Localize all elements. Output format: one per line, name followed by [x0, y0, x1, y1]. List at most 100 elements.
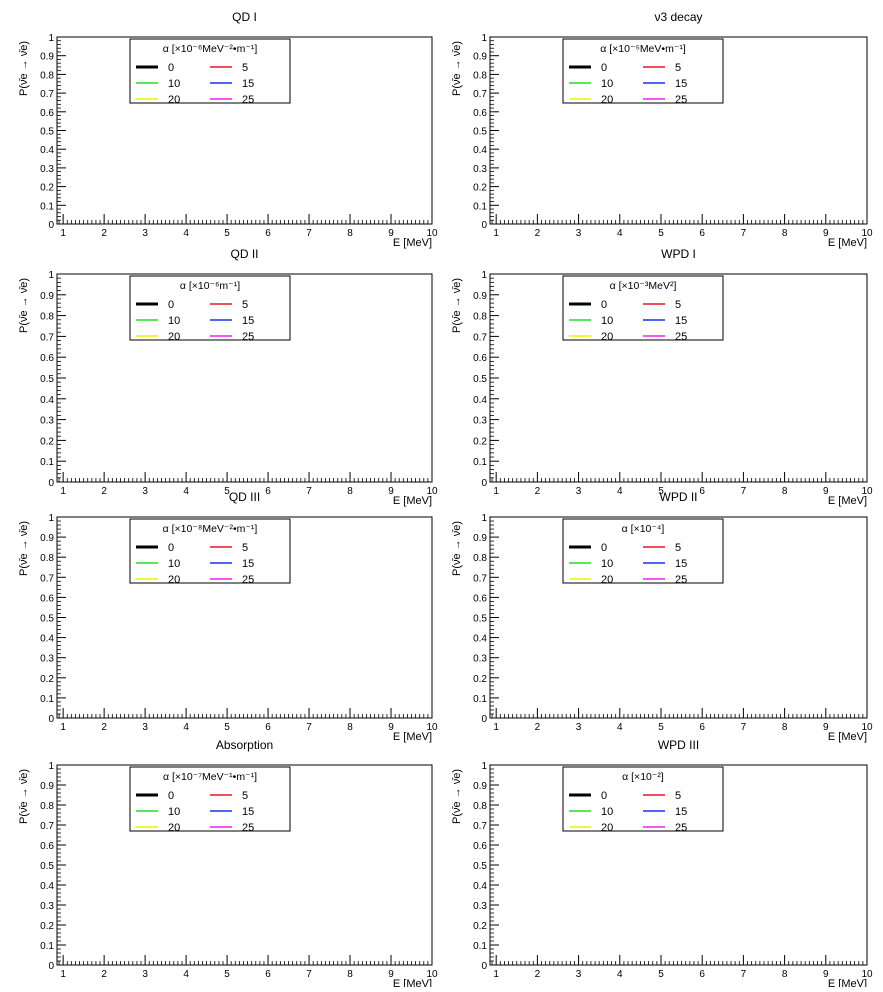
y-tick-label: 0.3: [473, 164, 487, 175]
x-axis-label: E [MeV]: [828, 978, 867, 987]
legend-label: 0: [168, 790, 174, 802]
chart-panel-nu3: ν3 decay 0 0.1 0.2 0.3 0.4 0.5 0.6 0.7 0.8 0.9 1 1 2 3…: [451, 10, 873, 249]
y-tick-label: 0.2: [40, 436, 54, 447]
y-tick-label: 1: [48, 513, 54, 524]
x-tick-label: 1: [60, 228, 66, 239]
x-axis-label: E [MeV]: [828, 731, 867, 743]
y-tick-label: 0.2: [473, 921, 487, 932]
y-tick-label: 0.8: [40, 312, 54, 323]
y-tick-label: 0.9: [40, 291, 54, 302]
x-tick-label: 7: [306, 722, 312, 733]
x-tick-label: 7: [741, 969, 747, 980]
x-tick-label: 7: [306, 969, 312, 980]
y-axis-label: P(ν̄e → ν̄e): [18, 521, 30, 576]
y-tick-label: 0.5: [40, 374, 54, 385]
y-tick-label: 0.6: [473, 841, 487, 852]
y-tick-label: 0: [481, 714, 487, 725]
x-tick-label: 5: [658, 722, 664, 733]
y-tick-label: 0: [48, 961, 54, 972]
x-tick-label: 6: [265, 486, 271, 497]
legend-label: 25: [242, 574, 254, 586]
legend: α [×10⁻⁶MeV⁻²•m⁻¹] 0 5 10 15 20 25: [129, 38, 291, 106]
legend-label: 25: [242, 331, 254, 343]
legend-box: [562, 38, 724, 104]
x-axis-label: E [MeV]: [828, 237, 867, 249]
x-tick-label: 1: [60, 969, 66, 980]
y-tick-label: 0.7: [473, 332, 487, 343]
y-tick-label: 1: [481, 33, 487, 44]
x-tick-label: 4: [183, 969, 189, 980]
x-axis-label: E [MeV]: [393, 237, 432, 249]
legend-label: 0: [601, 790, 607, 802]
legend-label: 15: [675, 78, 687, 90]
chart-panel-qd3: QD III 0 0.1 0.2 0.3 0.4 0.5 0.6 0.7 0.8 0.9 1 1 2 3 4 5…: [18, 490, 438, 743]
y-tick-label: 0.5: [40, 614, 54, 625]
x-tick-label: 3: [576, 969, 582, 980]
legend-label: 0: [168, 299, 174, 311]
y-tick-label: 0.9: [40, 533, 54, 544]
x-tick-label: 1: [60, 722, 66, 733]
y-tick-label: 0.3: [473, 416, 487, 427]
x-tick-label: 8: [347, 722, 353, 733]
legend-title: α [×10⁻³MeV²]: [610, 280, 677, 292]
legend-label: 10: [601, 78, 613, 90]
x-tick-label: 10: [861, 486, 873, 497]
x-tick-label: 1: [493, 969, 499, 980]
y-axis-label: P(ν̄e → ν̄e): [451, 521, 463, 576]
x-tick-label: 8: [347, 486, 353, 497]
legend-box: [129, 275, 291, 341]
x-tick-label: 5: [224, 228, 230, 239]
y-tick-label: 0.6: [473, 108, 487, 119]
y-tick-label: 0.9: [473, 52, 487, 63]
legend-box: [562, 766, 724, 832]
chart-title: Absorption: [216, 738, 273, 752]
chart-title: WPD III: [658, 738, 699, 752]
x-tick-label: 1: [493, 486, 499, 497]
y-tick-label: 0: [481, 220, 487, 231]
chart-panel-qd2: QD II 0 0.1 0.2 0.3 0.4 0.5 0.6 0.7 0.8 0.9 1 1 2 3 4 5 6…: [18, 247, 438, 507]
x-tick-label: 2: [101, 228, 107, 239]
chart-panel-abs: Absorption 0 0.1 0.2 0.3 0.4 0.5 0.6 0.7 0.8 0.9 1 1…: [18, 738, 438, 990]
y-axis-label: P(ν̄e → ν̄e): [18, 278, 30, 333]
y-axis-label: P(ν̄e → ν̄e): [18, 769, 30, 824]
y-tick-label: 0: [481, 478, 487, 489]
y-tick-label: 0.9: [473, 781, 487, 792]
x-tick-label: 2: [101, 969, 107, 980]
x-tick-label: 10: [426, 486, 438, 497]
x-tick-label: 8: [782, 228, 788, 239]
y-tick-label: 0.4: [40, 145, 54, 156]
x-tick-label: 1: [493, 228, 499, 239]
x-tick-label: 6: [699, 722, 705, 733]
y-tick-label: 0.1: [40, 941, 54, 952]
legend-title: α [×10⁻⁸MeV⁻²•m⁻¹]: [163, 523, 258, 535]
chart-panel-qd1: QD I 0 0.1 0.2 0.3 0.4 0.5 0.6 0.7 0.8 0.9 1 1 2 3 4 5 6 7…: [18, 10, 438, 249]
y-axis-label: P(ν̄e → ν̄e): [451, 769, 463, 824]
y-tick-label: 0.1: [473, 201, 487, 212]
y-tick-label: 0.1: [40, 201, 54, 212]
y-tick-label: 0.6: [473, 353, 487, 364]
x-tick-label: 8: [347, 969, 353, 980]
legend-title: α [×10⁻⁵MeV•m⁻¹]: [600, 43, 686, 55]
y-tick-label: 0.3: [40, 164, 54, 175]
x-tick-label: 9: [823, 486, 829, 497]
x-tick-label: 3: [142, 722, 148, 733]
y-tick-label: 0: [48, 714, 54, 725]
y-axis-label: P(ν̄e → ν̄e): [18, 41, 30, 96]
chart-panel-wpd2: WPD II 0 0.1 0.2 0.3 0.4 0.5 0.6 0.7 0.8 0.9 1 1 2 3 4 5…: [451, 490, 873, 743]
legend-label: 10: [601, 315, 613, 327]
y-tick-label: 0.7: [473, 821, 487, 832]
legend-label: 10: [168, 78, 180, 90]
x-tick-label: 4: [617, 722, 623, 733]
x-tick-label: 10: [861, 969, 873, 980]
x-tick-label: 7: [741, 722, 747, 733]
legend-label: 20: [601, 331, 613, 343]
x-tick-label: 5: [658, 969, 664, 980]
legend: α [×10⁻⁸MeV⁻²•m⁻¹] 0 5 10 15 20 25: [129, 518, 291, 586]
x-tick-label: 5: [658, 228, 664, 239]
y-tick-label: 0.4: [473, 145, 487, 156]
x-tick-label: 4: [183, 228, 189, 239]
x-tick-label: 4: [183, 722, 189, 733]
x-tick-label: 2: [101, 722, 107, 733]
x-tick-label: 10: [861, 228, 873, 239]
